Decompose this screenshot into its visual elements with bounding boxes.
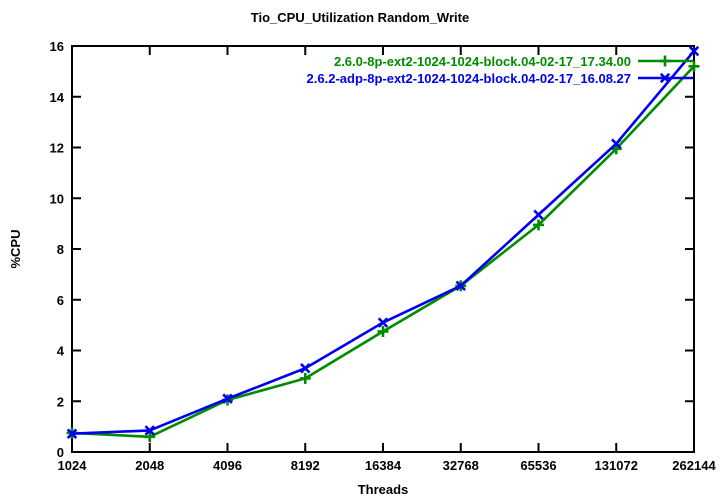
svg-text:1024: 1024 <box>58 458 88 473</box>
svg-text:14: 14 <box>50 90 65 105</box>
x-axis-label: Threads <box>357 482 409 497</box>
y-axis-label: %CPU <box>8 229 23 269</box>
svg-text:6: 6 <box>57 293 64 308</box>
svg-text:0: 0 <box>57 445 64 460</box>
svg-text:4096: 4096 <box>213 458 242 473</box>
chart-title: Tio_CPU_Utilization Random_Write <box>250 10 470 25</box>
svg-text:10: 10 <box>50 191 64 206</box>
legend-label-series-0: 2.6.0-8p-ext2-1024-1024-block.04-02-17_1… <box>333 53 631 69</box>
svg-text:8192: 8192 <box>291 458 320 473</box>
legend-label-series-1: 2.6.2-adp-8p-ext2-1024-1024-block.04-02-… <box>306 70 631 86</box>
svg-text:2048: 2048 <box>135 458 164 473</box>
svg-text:12: 12 <box>50 141 64 156</box>
legend-key-line-plus-icon <box>638 55 693 67</box>
svg-text:4: 4 <box>57 344 65 359</box>
svg-text:65536: 65536 <box>520 458 556 473</box>
svg-text:131072: 131072 <box>595 458 638 473</box>
svg-text:16: 16 <box>50 39 64 54</box>
legend: 2.6.0-8p-ext2-1024-1024-block.04-02-17_1… <box>307 53 694 86</box>
svg-text:262144: 262144 <box>672 458 716 473</box>
svg-text:16384: 16384 <box>365 458 402 473</box>
legend-row-1: 2.6.2-adp-8p-ext2-1024-1024-block.04-02-… <box>307 70 694 86</box>
svg-text:32768: 32768 <box>443 458 479 473</box>
legend-row-0: 2.6.0-8p-ext2-1024-1024-block.04-02-17_1… <box>307 53 694 69</box>
svg-text:8: 8 <box>57 242 64 257</box>
legend-key-line-x-icon <box>638 72 693 84</box>
svg-text:2: 2 <box>57 394 64 409</box>
